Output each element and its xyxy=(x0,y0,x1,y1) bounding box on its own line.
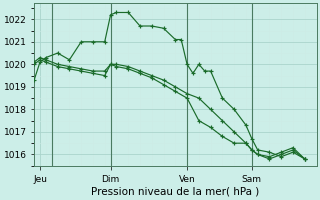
X-axis label: Pression niveau de la mer( hPa ): Pression niveau de la mer( hPa ) xyxy=(91,187,260,197)
